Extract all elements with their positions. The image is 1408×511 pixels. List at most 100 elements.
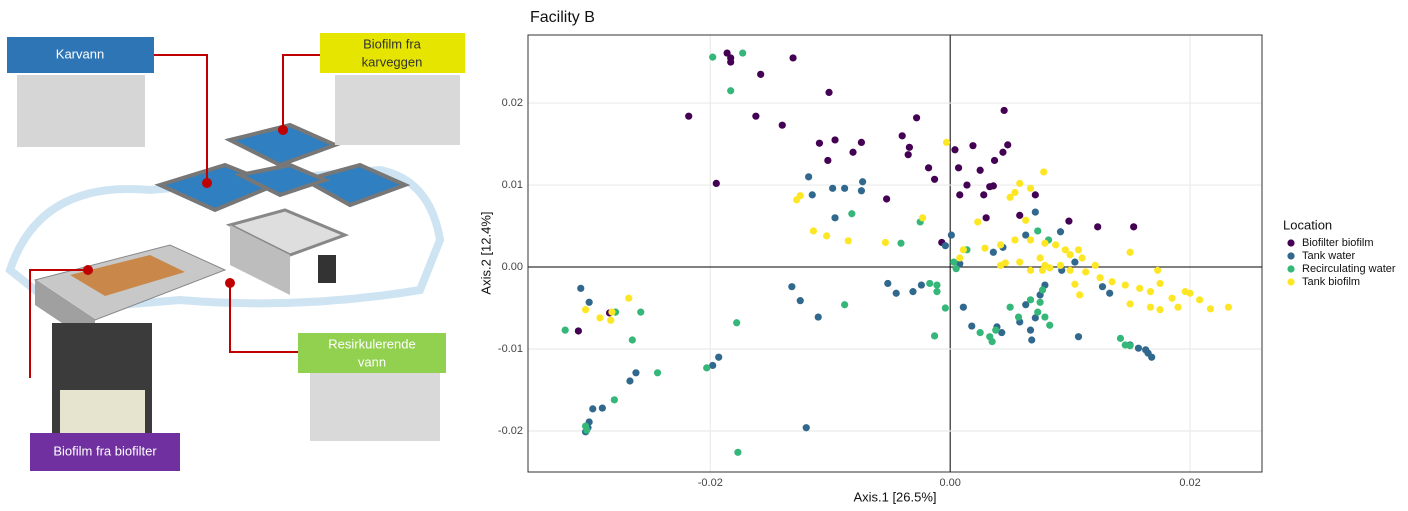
point <box>610 396 618 404</box>
label-box <box>7 37 154 73</box>
point <box>1196 296 1204 304</box>
point <box>789 54 797 62</box>
point <box>954 164 963 172</box>
y-tick-label: -0.02 <box>498 425 523 437</box>
point <box>988 338 996 346</box>
sump-side <box>230 225 290 295</box>
point <box>1056 261 1065 269</box>
point <box>1066 266 1074 274</box>
point <box>831 136 839 144</box>
point <box>930 332 939 340</box>
dot <box>83 265 93 275</box>
x-axis-label: Axis.1 [26.5%] <box>853 489 936 504</box>
y-axis-label: Axis.2 [12.4%] <box>478 211 493 294</box>
point <box>1036 254 1044 262</box>
point <box>959 246 967 254</box>
point <box>976 329 984 337</box>
label: Biofilm fra <box>363 36 422 51</box>
y-tick-label: -0.01 <box>498 343 523 355</box>
point <box>1004 141 1012 149</box>
point <box>933 288 941 296</box>
chart: Facility B Axis.1 [26.5%] Axis.2 [12.4%]… <box>478 9 1395 504</box>
point <box>1006 193 1014 201</box>
point <box>1038 286 1047 294</box>
point <box>956 254 964 262</box>
point <box>841 301 849 309</box>
point <box>941 304 949 312</box>
point <box>912 114 921 122</box>
point <box>1026 326 1035 334</box>
point <box>1130 223 1138 231</box>
point <box>1168 294 1176 302</box>
point <box>1126 300 1134 308</box>
point <box>598 404 606 412</box>
point <box>1091 261 1099 269</box>
label: Karvann <box>56 46 104 61</box>
point <box>626 377 634 385</box>
point <box>982 214 990 222</box>
point <box>980 191 988 199</box>
point <box>1026 266 1035 274</box>
label: Biofilm fra biofilter <box>53 443 157 458</box>
point <box>1056 228 1065 236</box>
point <box>1022 301 1030 309</box>
point <box>805 173 813 181</box>
point <box>947 231 955 239</box>
point <box>1022 216 1030 224</box>
connectors <box>29 54 320 378</box>
connector-dots <box>83 125 288 288</box>
tank <box>233 162 331 198</box>
point <box>918 214 927 222</box>
point <box>1040 168 1048 176</box>
point <box>809 227 818 235</box>
point <box>1186 289 1194 297</box>
point <box>723 49 731 57</box>
point <box>757 70 765 78</box>
point <box>981 244 989 252</box>
point <box>561 326 569 334</box>
point <box>904 151 912 159</box>
point <box>905 143 913 151</box>
point <box>933 281 941 289</box>
point <box>1074 333 1083 341</box>
point <box>703 364 711 372</box>
point <box>1016 211 1024 219</box>
point <box>607 316 615 324</box>
point <box>976 166 984 174</box>
point <box>1148 353 1156 361</box>
point <box>1082 268 1090 276</box>
point <box>992 326 1000 334</box>
point <box>848 210 856 218</box>
chart-title: Facility B <box>530 9 595 26</box>
dot <box>225 278 235 288</box>
point <box>1026 236 1035 244</box>
point <box>1022 231 1030 239</box>
label-box <box>320 33 465 73</box>
point <box>1031 208 1039 216</box>
point <box>653 369 662 377</box>
point <box>1011 188 1019 197</box>
point <box>1134 344 1143 352</box>
point <box>709 53 717 61</box>
point <box>1156 306 1164 314</box>
connector <box>229 283 298 353</box>
point <box>628 336 636 344</box>
point <box>1154 266 1162 274</box>
legend-swatch <box>1287 265 1295 273</box>
point <box>892 289 900 297</box>
point <box>1156 279 1164 288</box>
point <box>1121 281 1129 289</box>
point <box>1016 258 1024 266</box>
point <box>884 279 892 288</box>
point <box>1052 241 1060 249</box>
legend-label: Biofilter biofilm <box>1302 237 1374 249</box>
point <box>1116 334 1125 342</box>
point <box>793 196 801 204</box>
photo <box>335 75 460 145</box>
point <box>859 178 867 186</box>
dot <box>202 178 212 188</box>
x-tick-label: 0.00 <box>939 477 960 489</box>
point <box>1071 280 1079 288</box>
point <box>727 87 735 95</box>
